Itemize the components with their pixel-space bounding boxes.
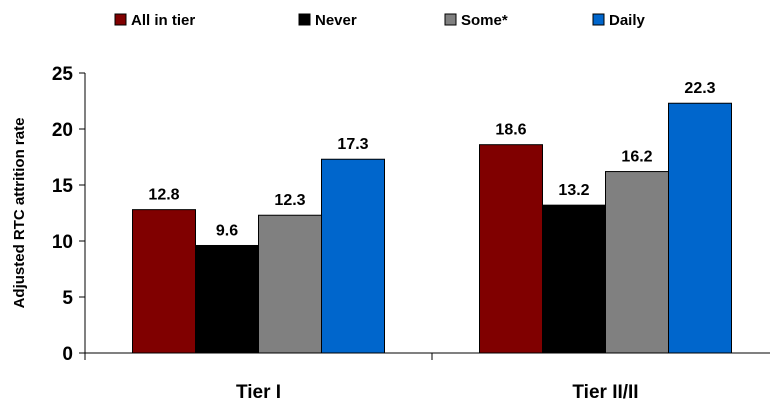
bar-value-label: 17.3 [337, 136, 368, 153]
bar-value-label: 9.6 [216, 222, 238, 239]
legend-item: Some* [444, 12, 508, 29]
bar-value-label: 18.6 [495, 122, 526, 139]
x-category-label: Tier I [236, 382, 281, 403]
legend-label: Daily [609, 12, 646, 29]
legend-item: Daily [592, 12, 646, 29]
y-tick-label: 0 [62, 344, 73, 365]
legend-swatch [298, 13, 311, 26]
legend-swatch [114, 13, 127, 26]
bar-value-label: 12.3 [274, 192, 305, 209]
y-tick-label: 5 [62, 288, 73, 309]
bar [321, 158, 385, 354]
bars [132, 102, 732, 354]
y-tick-label: 15 [52, 176, 74, 197]
y-axis-label: Adjusted RTC attrition rate [11, 118, 28, 309]
bar-value-label: 22.3 [684, 80, 715, 97]
x-category-label: Tier II/II [572, 382, 638, 403]
legend-item: Never [298, 12, 357, 29]
bar [258, 214, 322, 354]
y-tick-label: 20 [52, 120, 73, 141]
bar-value-label: 16.2 [621, 149, 652, 166]
legend-item: All in tier [114, 12, 195, 29]
bar [605, 171, 669, 354]
y-tick-label: 10 [52, 232, 73, 253]
bar [132, 209, 196, 354]
legend: All in tier Never Some* Daily [114, 12, 646, 29]
bar-value-label: 12.8 [148, 187, 179, 204]
bar [542, 204, 606, 354]
bar [479, 144, 543, 354]
legend-label: Some* [461, 12, 508, 29]
bar [668, 102, 732, 354]
legend-swatch [592, 13, 605, 26]
bar [195, 244, 259, 354]
data-labels: 12.8 9.6 12.3 17.3 18.6 13.2 16.2 22.3 [148, 80, 715, 239]
y-tick-label: 25 [52, 64, 74, 85]
legend-label: All in tier [131, 12, 195, 29]
legend-swatch [444, 13, 457, 26]
bar-value-label: 13.2 [558, 182, 589, 199]
legend-label: Never [315, 12, 357, 29]
